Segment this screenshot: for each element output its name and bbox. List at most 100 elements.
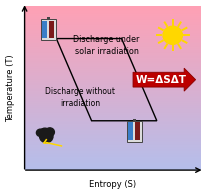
Bar [24, 52, 200, 53]
Bar [24, 55, 200, 56]
Bar [24, 156, 200, 157]
Bar [24, 67, 200, 68]
Bar [24, 89, 200, 90]
Bar [24, 40, 200, 41]
Bar [24, 97, 200, 98]
Bar [24, 151, 200, 152]
Bar [24, 20, 200, 21]
Bar [24, 46, 200, 47]
Bar [24, 111, 200, 112]
Bar [24, 159, 200, 160]
Bar [24, 45, 200, 46]
Bar [24, 101, 200, 102]
Bar [24, 147, 200, 148]
Bar [24, 144, 200, 145]
Bar [24, 56, 200, 57]
Bar [24, 69, 200, 70]
Bar [24, 135, 200, 136]
Bar [24, 169, 200, 170]
Bar [24, 100, 200, 101]
Bar [24, 73, 200, 74]
Bar [24, 39, 200, 40]
Text: W=ΔSΔT: W=ΔSΔT [135, 75, 186, 85]
Bar [24, 44, 200, 45]
Bar [24, 129, 200, 130]
Bar [24, 9, 200, 10]
Bar [24, 154, 200, 155]
Bar [24, 92, 200, 93]
Bar [24, 36, 200, 37]
Bar [24, 138, 200, 139]
Bar [24, 113, 200, 114]
Bar [24, 26, 200, 27]
FancyArrow shape [132, 68, 195, 91]
Bar [24, 62, 200, 63]
Bar [24, 27, 200, 28]
Circle shape [45, 128, 54, 136]
Bar [24, 66, 200, 67]
Bar [135, 122, 140, 140]
Bar [24, 107, 200, 108]
Bar [24, 125, 200, 126]
Bar [24, 115, 200, 116]
Bar [24, 41, 200, 42]
Bar [24, 75, 200, 76]
Bar [24, 165, 200, 166]
Bar [24, 96, 200, 97]
Bar [24, 53, 200, 54]
Bar [24, 21, 200, 22]
Bar [24, 61, 200, 62]
Bar [24, 95, 200, 96]
Bar [24, 98, 200, 99]
Bar [24, 12, 200, 13]
Bar [24, 85, 200, 86]
Bar [24, 31, 200, 32]
Bar [24, 152, 200, 153]
Bar [42, 21, 47, 39]
Bar [24, 105, 200, 106]
Bar [24, 103, 200, 104]
Circle shape [39, 128, 50, 139]
Bar [24, 7, 200, 8]
Bar [24, 10, 200, 11]
Bar [49, 21, 53, 39]
Bar [24, 18, 200, 19]
Text: Entropy (S): Entropy (S) [89, 180, 136, 189]
Bar [24, 150, 200, 151]
Bar [24, 94, 200, 95]
Bar [24, 133, 200, 134]
Bar [24, 54, 200, 55]
Text: Discharge without
irradiation: Discharge without irradiation [45, 87, 115, 108]
Bar [24, 65, 200, 66]
Bar [24, 72, 200, 73]
Bar [24, 84, 200, 85]
Bar [24, 35, 200, 36]
Bar [24, 119, 200, 120]
Bar [24, 59, 200, 60]
Bar [24, 136, 200, 137]
Bar [24, 118, 200, 119]
Bar [24, 64, 200, 65]
Bar [24, 120, 200, 121]
Bar [24, 49, 200, 50]
Bar [24, 70, 200, 71]
Bar [24, 50, 200, 51]
Bar [24, 58, 200, 59]
Bar [24, 132, 200, 133]
Bar [24, 30, 200, 31]
Bar [24, 106, 200, 107]
Bar [24, 141, 200, 142]
Bar [24, 29, 200, 30]
Bar [24, 128, 200, 129]
Bar [24, 76, 200, 77]
Bar [24, 47, 200, 48]
Bar [133, 119, 136, 121]
Bar [24, 37, 200, 38]
Bar [128, 122, 132, 140]
Bar [24, 34, 200, 35]
Bar [24, 146, 200, 147]
Bar [24, 124, 200, 125]
Bar [24, 143, 200, 144]
Bar [24, 17, 200, 18]
Bar [47, 17, 50, 19]
